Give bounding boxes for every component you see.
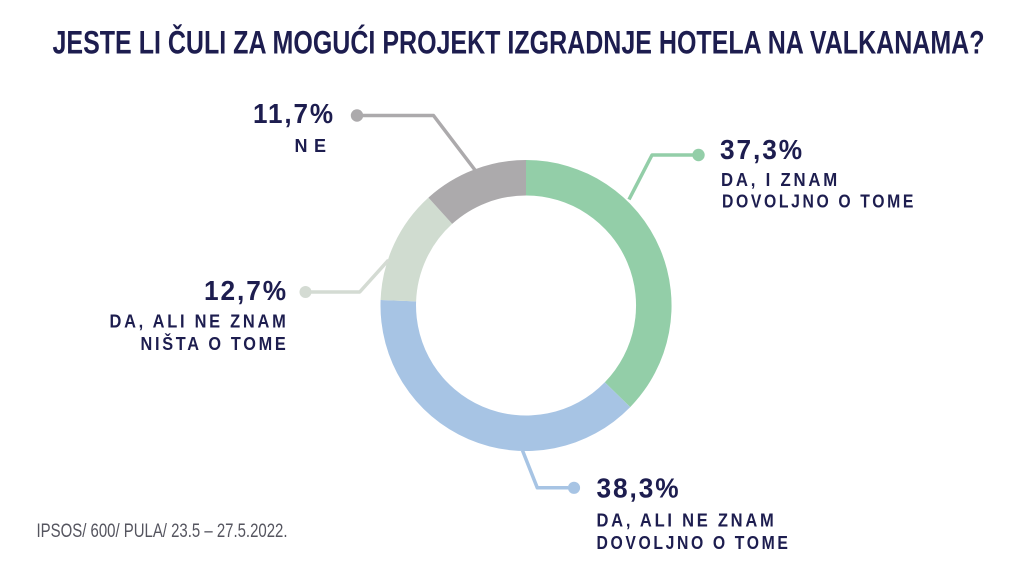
svg-text:37,3%: 37,3% — [720, 134, 804, 165]
svg-text:NIŠTA O TOME: NIŠTA O TOME — [141, 333, 289, 354]
svg-text:11,7%: 11,7% — [253, 98, 335, 129]
svg-text:DOVOLJNO O TOME: DOVOLJNO O TOME — [597, 533, 791, 553]
svg-text:38,3%: 38,3% — [597, 473, 681, 504]
svg-text:12,7%: 12,7% — [204, 275, 288, 306]
svg-text:JESTE LI ČULI ZA MOGUĆI PROJEK: JESTE LI ČULI ZA MOGUĆI PROJEKT IZGRADNJ… — [53, 25, 985, 61]
svg-text:IPSOS/ 600/ PULA/ 23.5 – 27.5.: IPSOS/ 600/ PULA/ 23.5 – 27.5.2022. — [37, 521, 288, 542]
svg-text:DA, ALI NE ZNAM: DA, ALI NE ZNAM — [597, 511, 777, 531]
svg-text:NE: NE — [295, 136, 333, 156]
svg-text:DOVOLJNO O TOME: DOVOLJNO O TOME — [722, 192, 916, 212]
svg-text:DA, ALI NE ZNAM: DA, ALI NE ZNAM — [110, 312, 289, 332]
svg-text:DA, I ZNAM: DA, I ZNAM — [721, 170, 840, 190]
